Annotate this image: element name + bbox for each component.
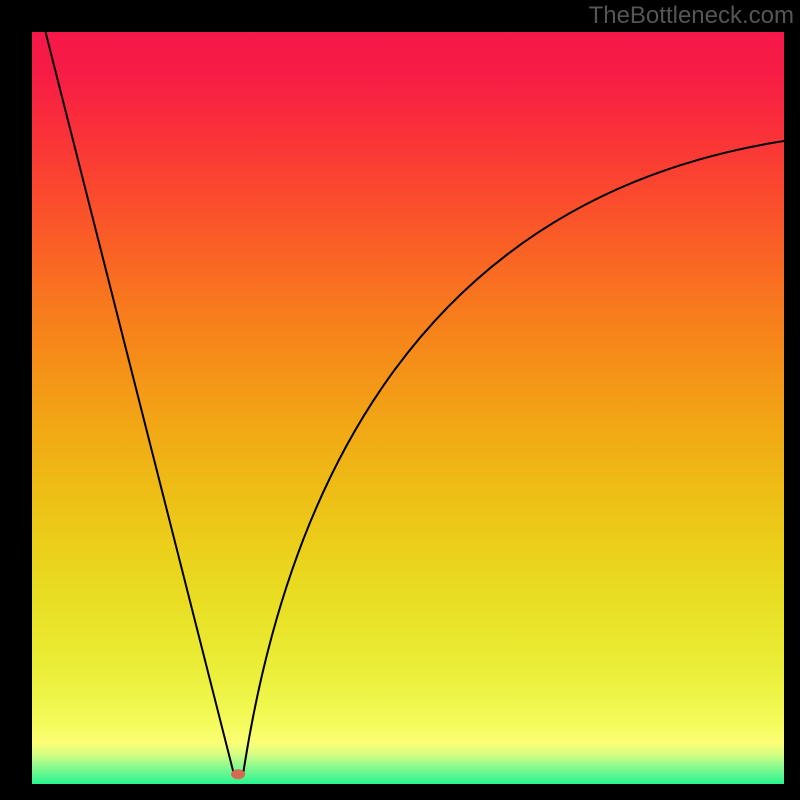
watermark-text: TheBottleneck.com [589,2,794,30]
left-branch [46,32,234,773]
right-branch [243,141,784,773]
bottleneck-figure: TheBottleneck.com [0,0,800,800]
plot-area [32,32,784,784]
minimum-marker [231,769,245,779]
curve-layer [32,32,784,784]
